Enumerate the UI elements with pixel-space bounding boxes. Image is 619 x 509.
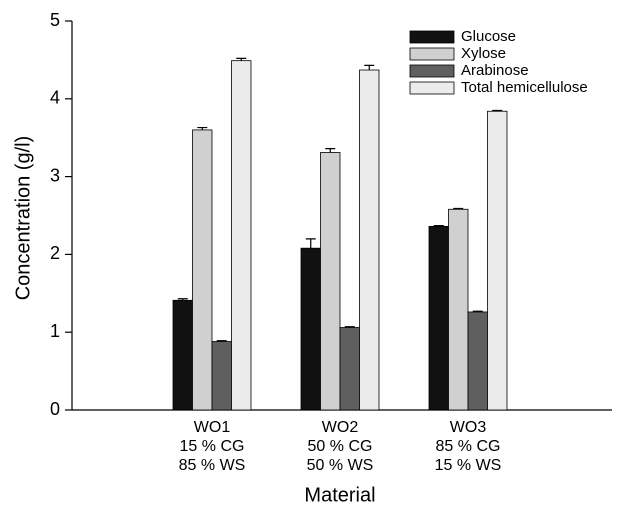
error-bar <box>492 109 503 112</box>
x-tick-label: 85 % WS <box>179 457 246 474</box>
bar <box>211 341 232 411</box>
y-tick-label: 5 <box>50 10 60 30</box>
error-bar <box>364 64 375 71</box>
error-bar <box>236 57 247 61</box>
bar <box>359 69 380 411</box>
legend-label: Xylose <box>461 45 506 62</box>
error-bar <box>433 225 444 227</box>
legend-swatch <box>409 64 455 78</box>
bar <box>467 311 488 411</box>
x-tick-label: 85 % CG <box>436 438 501 455</box>
bar <box>231 60 252 411</box>
bar <box>448 208 469 411</box>
legend-swatch <box>409 47 455 61</box>
bar <box>428 225 449 411</box>
y-axis-title: Concentration (g/l) <box>12 136 34 301</box>
error-bar <box>453 207 464 210</box>
error-bar <box>197 126 208 130</box>
error-bar <box>344 326 355 328</box>
x-tick-label: WO3 <box>450 419 487 436</box>
y-tick-label: 1 <box>50 321 60 341</box>
legend-label: Arabinose <box>461 62 529 79</box>
x-tick-label: 15 % CG <box>180 438 245 455</box>
bar <box>192 129 213 411</box>
bar <box>487 110 508 411</box>
error-bar <box>305 238 316 249</box>
bar <box>339 327 360 411</box>
bar <box>300 247 321 411</box>
bar <box>172 299 193 411</box>
y-tick-label: 4 <box>50 88 60 108</box>
x-tick-label: WO1 <box>194 419 231 436</box>
error-bar <box>325 147 336 153</box>
legend-swatch <box>409 81 455 95</box>
bar <box>320 152 341 411</box>
x-tick-label: 50 % WS <box>307 457 374 474</box>
error-bar <box>472 310 483 312</box>
x-tick-label: WO2 <box>322 419 359 436</box>
legend-swatch <box>409 30 455 44</box>
legend-label: Total hemicellulose <box>461 79 588 96</box>
y-tick-label: 3 <box>50 165 60 185</box>
error-bar <box>177 298 188 301</box>
y-tick-label: 0 <box>50 399 60 419</box>
error-bar <box>216 340 227 342</box>
x-axis-title: Material <box>304 484 375 506</box>
x-tick-label: 15 % WS <box>435 457 502 474</box>
x-tick-label: 50 % CG <box>308 438 373 455</box>
y-tick-label: 2 <box>50 243 60 263</box>
legend-label: Glucose <box>461 28 516 45</box>
